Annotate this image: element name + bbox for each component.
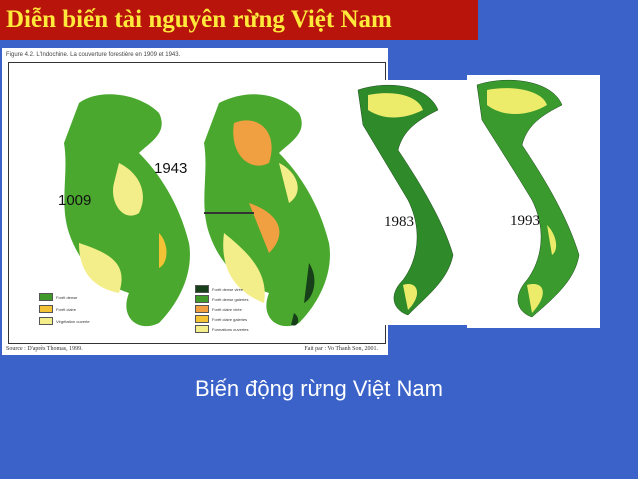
year-label-1909: 1009 xyxy=(58,192,92,209)
vietnam-map-1983: 1983 xyxy=(348,80,470,325)
slide-caption: Biến động rừng Việt Nam xyxy=(195,376,443,401)
indochina-maps-image xyxy=(64,94,330,327)
slide-title: Diễn biến tài nguyên rừng Việt Nam xyxy=(0,0,478,40)
legend-item: Formations ouvertes xyxy=(195,325,248,333)
legend-item: Forêt dense galeries xyxy=(195,295,248,303)
figure-source: Source : D'après Thomas, 1999. xyxy=(6,346,83,352)
year-label: 1993 xyxy=(510,213,540,229)
vietnam-map-1993: 1993 xyxy=(467,75,600,328)
legend-item: Forêt claire xyxy=(39,305,76,313)
indochina-forest-figure: Figure 4.2. L'Indochine. La couverture f… xyxy=(2,48,388,355)
year-label: 1983 xyxy=(384,214,414,230)
legend-item: Forêt claire virée xyxy=(195,305,242,313)
year-label-1943: 1943 xyxy=(154,160,188,177)
figure-frame: Forêt dense Forêt claire Végétation ouve… xyxy=(8,62,386,344)
legend-item: Forêt dense virée xyxy=(195,285,243,293)
figure-credit: Fait par : Vo Thanh Son, 2001. xyxy=(304,346,378,352)
figure-caption: Figure 4.2. L'Indochine. La couverture f… xyxy=(6,52,181,58)
legend-item: Végétation ouverte xyxy=(39,317,90,325)
legend-item: Forêt dense xyxy=(39,293,77,301)
legend-item: Forêt claire galeries xyxy=(195,315,247,323)
